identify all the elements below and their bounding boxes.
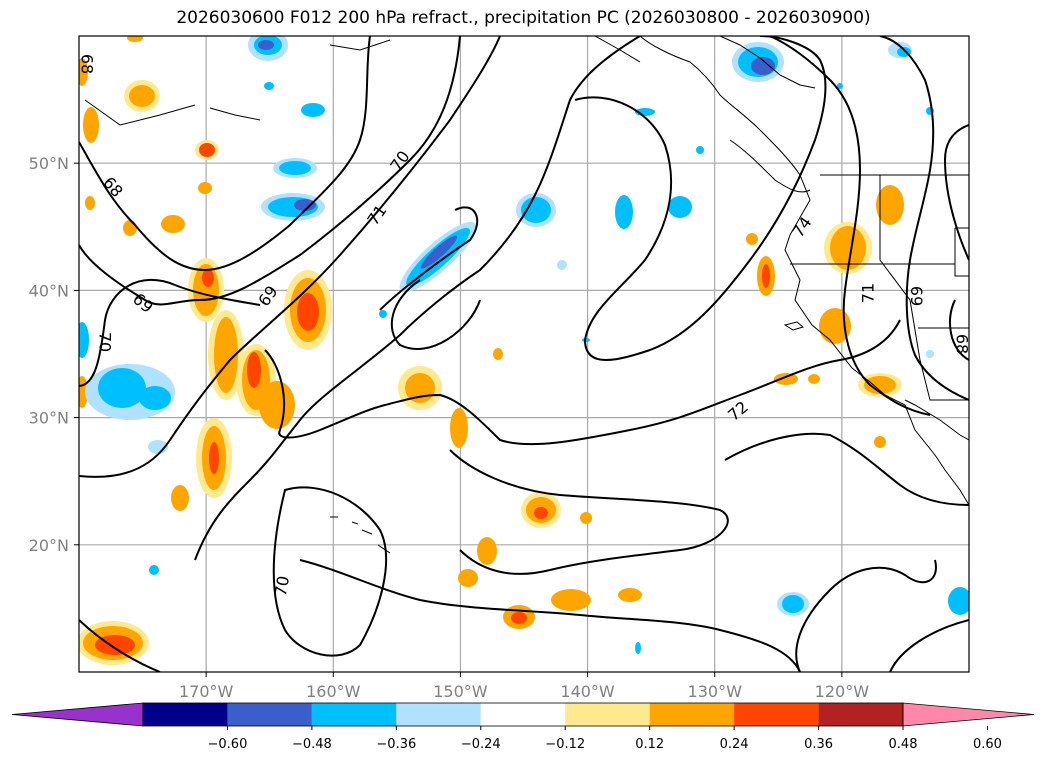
contour-label: 70 <box>271 574 293 597</box>
coastlines <box>84 36 969 554</box>
contour-label: 68 <box>78 54 97 74</box>
colorbar-segment <box>311 703 397 726</box>
contour-label: 68 <box>953 334 972 354</box>
latitude-ticks: 20°N 30°N 40°N 50°N <box>29 154 79 555</box>
colorbar-segment <box>649 703 735 726</box>
colorbar: −0.60 −0.48 −0.36 −0.24 −0.12 0.12 0.24 0.36 0.4… <box>11 702 1035 752</box>
colorbar-tick-label: −0.60 <box>208 737 248 752</box>
lon-tick-label: 170°W <box>179 682 234 701</box>
contour-label: 69 <box>908 286 927 306</box>
lat-tick-label: 30°N <box>29 409 69 428</box>
colorbar-high-extend <box>902 702 1035 727</box>
colorbar-segment <box>734 703 819 726</box>
lat-tick-label: 20°N <box>29 536 69 555</box>
refractivity-contours <box>79 36 969 672</box>
longitude-ticks: 170°W 160°W 150°W 140°W 130°W 120°W <box>179 672 869 701</box>
colorbar-tick-label: −0.24 <box>461 737 501 752</box>
contour-label: 71 <box>859 283 878 303</box>
colorbar-segment <box>565 703 650 726</box>
colorbar-tick-label: 0.48 <box>889 737 918 752</box>
colorbar-outline <box>142 702 904 727</box>
lon-tick-label: 120°W <box>815 682 870 701</box>
precipitation-shading <box>79 36 969 665</box>
positive-anomaly-blobs <box>79 36 904 665</box>
colorbar-segment <box>227 703 312 726</box>
colorbar-tick-label: 0.60 <box>973 737 1002 752</box>
map-title: 2026030600 F012 200 hPa refract., precip… <box>176 8 871 28</box>
lon-tick-label: 150°W <box>433 682 488 701</box>
map-frame <box>78 35 970 673</box>
negative-anomaly-blobs <box>79 36 969 654</box>
lon-tick-label: 140°W <box>560 682 615 701</box>
colorbar-tick-label: 0.36 <box>804 737 833 752</box>
colorbar-tick-label: 0.24 <box>720 737 749 752</box>
colorbar-segment <box>480 703 566 726</box>
colorbar-segment <box>396 703 481 726</box>
lat-tick-label: 40°N <box>29 281 69 300</box>
colorbar-segment <box>818 703 903 726</box>
colorbar-low-extend <box>11 702 144 727</box>
colorbar-segment <box>143 703 228 726</box>
lon-tick-label: 160°W <box>306 682 361 701</box>
graticule <box>79 36 969 672</box>
colorbar-tick-label: −0.12 <box>545 737 585 752</box>
contour-label: 70 <box>96 332 115 352</box>
lon-tick-label: 130°W <box>688 682 743 701</box>
colorbar-tick-label: −0.36 <box>376 737 416 752</box>
colorbar-tick-label: 0.12 <box>635 737 664 752</box>
lat-tick-label: 50°N <box>29 154 69 173</box>
colorbar-tick-label: −0.48 <box>292 737 332 752</box>
